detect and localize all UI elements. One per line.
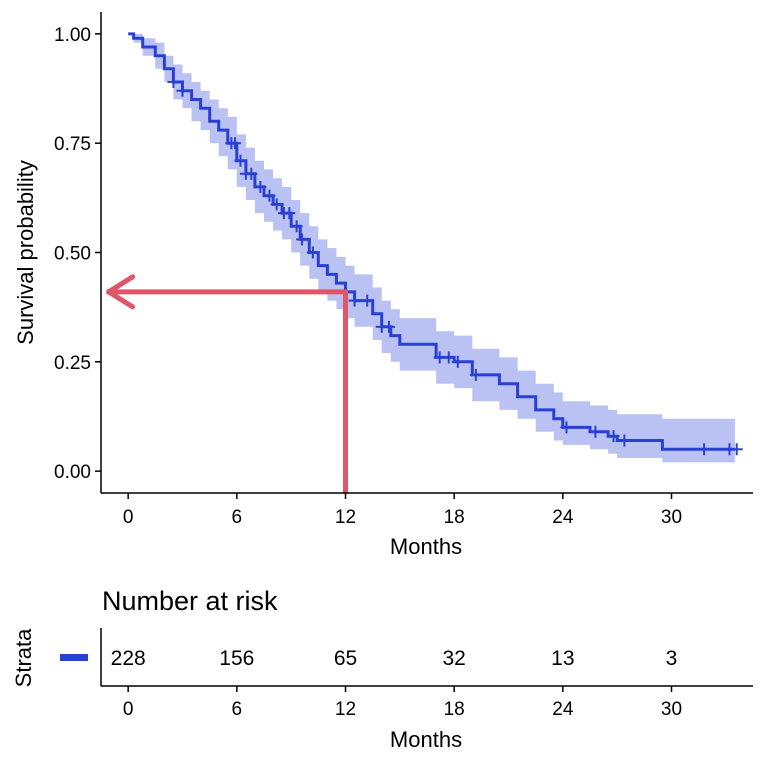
- y-tick-label: 0.25: [54, 353, 91, 374]
- risk-x-tick-label: 0: [123, 699, 134, 720]
- censor-mark: [245, 167, 258, 180]
- x-axis-ticks: 0 6 12 18 24 30: [123, 493, 682, 528]
- censor-mark: [382, 320, 395, 333]
- censor-mark: [176, 84, 189, 97]
- risk-x-axis-title: Months: [390, 727, 462, 752]
- survival-plot: 0.00 0.25 0.50 0.75 1.00 0 6 12 18 24 30 Survival…: [13, 12, 753, 559]
- censor-mark: [296, 233, 309, 246]
- censor-mark: [270, 198, 283, 211]
- censor-mark: [229, 137, 242, 150]
- risk-table-strata-label: Strata: [11, 628, 36, 687]
- censor-mark: [254, 180, 267, 193]
- strata-color-swatch: [60, 654, 88, 661]
- censor-mark: [451, 355, 464, 368]
- censor-mark: [589, 425, 602, 438]
- censor-mark: [234, 154, 247, 167]
- risk-count: 3: [666, 647, 678, 670]
- y-tick-label: 0.75: [54, 134, 91, 155]
- risk-table-title: Number at risk: [102, 586, 278, 616]
- x-tick-label: 6: [232, 507, 243, 528]
- median-arrow-annotation: [106, 274, 348, 493]
- confidence-band: [128, 33, 735, 463]
- risk-count: 156: [219, 647, 254, 670]
- x-tick-label: 12: [335, 507, 356, 528]
- x-axis-title: Months: [390, 534, 462, 559]
- risk-count: 32: [442, 647, 465, 670]
- censor-mark: [698, 443, 711, 456]
- censor-mark: [167, 75, 180, 88]
- censor-mark: [607, 430, 620, 443]
- x-tick-label: 0: [123, 507, 134, 528]
- censor-mark: [283, 207, 296, 220]
- censor-mark: [348, 294, 361, 307]
- censor-mark: [442, 351, 455, 364]
- y-tick-label: 1.00: [54, 25, 91, 46]
- risk-x-tick-label: 24: [552, 699, 574, 720]
- risk-x-tick-label: 12: [335, 699, 356, 720]
- risk-x-tick-label: 18: [444, 699, 465, 720]
- censor-mark: [361, 294, 374, 307]
- censor-mark: [618, 434, 631, 447]
- y-axis-ticks: 0.00 0.25 0.50 0.75 1.00: [54, 25, 101, 483]
- censor-mark: [730, 443, 743, 456]
- risk-table: Number at risk Strata 228 156 65 32 13 3 0 6 12…: [11, 586, 753, 752]
- risk-count: 65: [334, 647, 357, 670]
- censor-mark: [290, 220, 303, 233]
- y-tick-label: 0.00: [54, 462, 91, 483]
- x-tick-label: 30: [661, 507, 682, 528]
- x-tick-label: 24: [552, 507, 574, 528]
- censor-marks: [167, 75, 743, 456]
- x-tick-label: 18: [444, 507, 465, 528]
- risk-x-tick-label: 6: [232, 699, 243, 720]
- arrow-head: [106, 274, 136, 310]
- y-axis-title: Survival probability: [13, 160, 38, 345]
- censor-mark: [469, 368, 482, 381]
- risk-count: 13: [551, 647, 574, 670]
- censor-mark: [306, 246, 319, 259]
- censor-mark: [263, 189, 276, 202]
- risk-count: 228: [111, 647, 146, 670]
- arrow-shaft: [106, 289, 348, 493]
- y-tick-label: 0.50: [54, 244, 91, 265]
- risk-x-axis-ticks: 0 6 12 18 24 30: [123, 686, 682, 720]
- risk-values: 228 156 65 32 13 3: [111, 647, 678, 670]
- survival-curve: [128, 32, 735, 451]
- risk-x-tick-label: 30: [661, 699, 682, 720]
- censor-mark: [560, 421, 573, 434]
